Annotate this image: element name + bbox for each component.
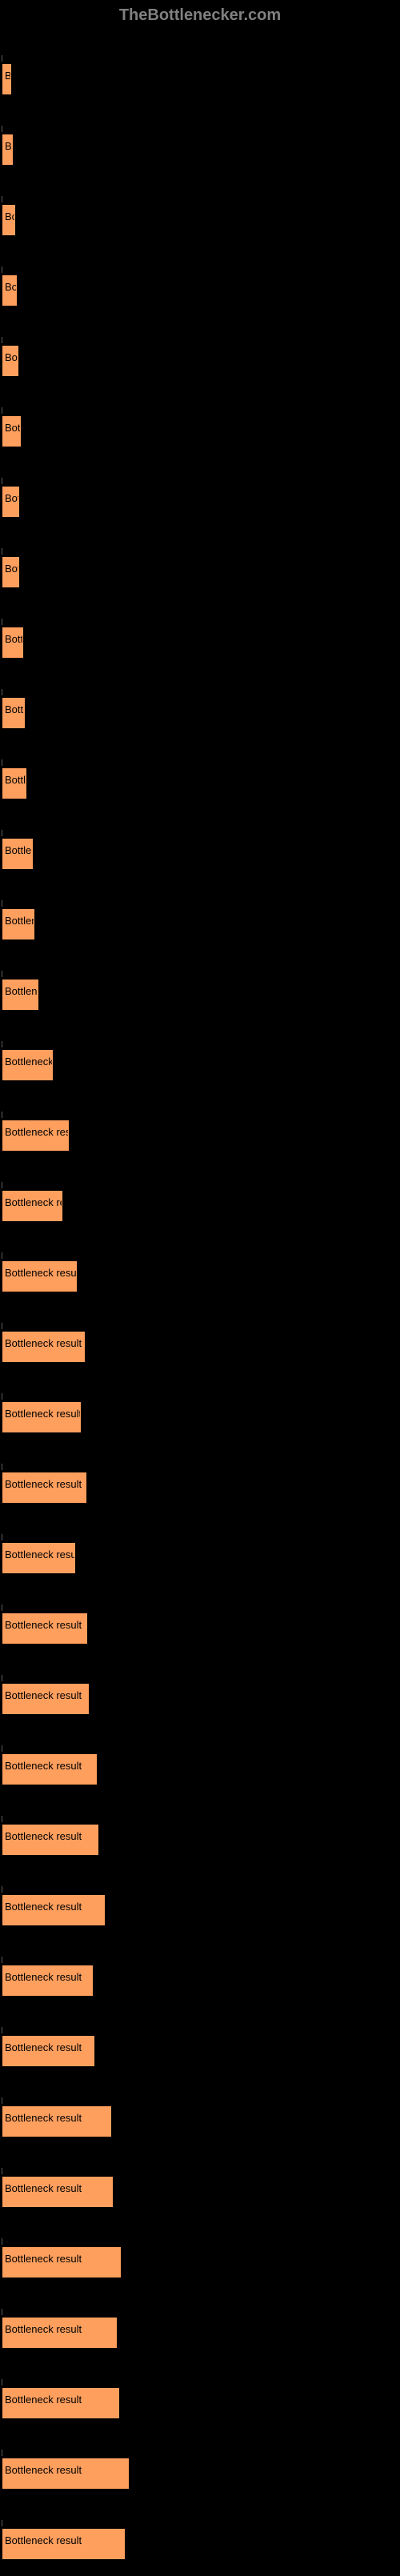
bar-row: Bottleneck result	[2, 2013, 400, 2081]
bar-label: Bottleneck result	[5, 633, 22, 645]
bar-label: Bottleneck result	[5, 140, 12, 152]
bar-label: Bottleneck result	[5, 774, 26, 786]
bar-row: Bottleneck result	[2, 1520, 400, 1588]
bar-row: Bottleneck result	[2, 1590, 400, 1659]
bar-label: Bottleneck result	[5, 2534, 82, 2546]
bar-row: Bottleneck result	[2, 2224, 400, 2293]
bar-label: Bottleneck result	[5, 492, 18, 504]
bar-row: Bottleneck result	[2, 2083, 400, 2152]
bar-label: Bottleneck result	[5, 844, 32, 856]
bar-label: Bottleneck result	[5, 1267, 76, 1279]
bar-label: Bottleneck result	[5, 2394, 82, 2406]
bar-label: Bottleneck result	[5, 2464, 82, 2476]
bar-label: Bottleneck result	[5, 281, 16, 293]
bar-row: Bottleneck result	[2, 1801, 400, 1870]
bar-label: Bottleneck result	[5, 1760, 82, 1772]
bar-label: Bottleneck result	[5, 1548, 74, 1560]
bar-row: Bottleneck result	[2, 323, 400, 391]
bar-label: Bottleneck result	[5, 210, 14, 222]
bar-label: Bottleneck result	[5, 1408, 80, 1420]
bar-row: Bottleneck result	[2, 1097, 400, 1166]
bar-label: Bottleneck result	[5, 1901, 82, 1913]
bar-label: Bottleneck result	[5, 1971, 82, 1983]
bar-label: Bottleneck result	[5, 2041, 82, 2053]
bar-label: Bottleneck result	[5, 1337, 82, 1349]
bar-row: Bottleneck result	[2, 252, 400, 321]
bar-label: Bottleneck result	[5, 1056, 52, 1068]
bar-row: Bottleneck result	[2, 1308, 400, 1377]
bar-label: Bottleneck result	[5, 70, 10, 82]
bottleneck-chart: Bottleneck result Bottleneck result Bottle…	[0, 41, 400, 2574]
bar-row: Bottleneck result	[2, 1872, 400, 1941]
bar-label: Bottleneck result	[5, 2253, 82, 2265]
bar-row: Bottleneck result	[2, 2153, 400, 2222]
bar-label: Bottleneck result	[5, 2323, 82, 2335]
bar-label: Bottleneck result	[5, 1830, 82, 1842]
bar-row: Bottleneck result	[2, 393, 400, 462]
bar-row: Bottleneck result	[2, 675, 400, 743]
bar-row: Bottleneck result	[2, 41, 400, 110]
bar-label: Bottleneck result	[5, 703, 24, 715]
bar-label: Bottleneck result	[5, 2182, 82, 2194]
bar-row: Bottleneck result	[2, 2435, 400, 2504]
bar-label: Bottleneck result	[5, 1126, 68, 1138]
site-header: TheBottlenecker.com	[0, 6, 400, 25]
bar-row: Bottleneck result	[2, 534, 400, 603]
bar-label: Bottleneck result	[5, 1478, 82, 1490]
bar-label: Bottleneck result	[5, 1689, 82, 1701]
bar-label: Bottleneck result	[5, 915, 34, 927]
bar-row: Bottleneck result	[2, 1168, 400, 1236]
bar-row: Bottleneck result	[2, 1238, 400, 1307]
bar-row: Bottleneck result	[2, 1942, 400, 2011]
bar-label: Bottleneck result	[5, 1196, 62, 1208]
bar-row: Bottleneck result	[2, 182, 400, 250]
bar-row: Bottleneck result	[2, 1379, 400, 1448]
bar-row: Bottleneck result	[2, 604, 400, 673]
bar-label: Bottleneck result	[5, 2112, 82, 2124]
bar-row: Bottleneck result	[2, 1661, 400, 1729]
bar-row: Bottleneck result	[2, 1027, 400, 1096]
bar-row: Bottleneck result	[2, 2506, 400, 2574]
bar-row: Bottleneck result	[2, 815, 400, 884]
bar-label: Bottleneck result	[5, 422, 20, 434]
bar-row: Bottleneck result	[2, 2294, 400, 2363]
bar-label: Bottleneck result	[5, 1619, 82, 1631]
bar-row: Bottleneck result	[2, 463, 400, 532]
bar-row: Bottleneck result	[2, 2365, 400, 2434]
bar-row: Bottleneck result	[2, 956, 400, 1025]
bar-label: Bottleneck result	[5, 985, 38, 997]
bar-label: Bottleneck result	[5, 563, 18, 575]
bar-label: Bottleneck result	[5, 351, 18, 363]
bar-row: Bottleneck result	[2, 111, 400, 180]
bar-row: Bottleneck result	[2, 1449, 400, 1518]
bar-row: Bottleneck result	[2, 1731, 400, 1800]
bar-row: Bottleneck result	[2, 745, 400, 814]
bar-row: Bottleneck result	[2, 886, 400, 955]
site-title: TheBottlenecker.com	[119, 6, 281, 24]
